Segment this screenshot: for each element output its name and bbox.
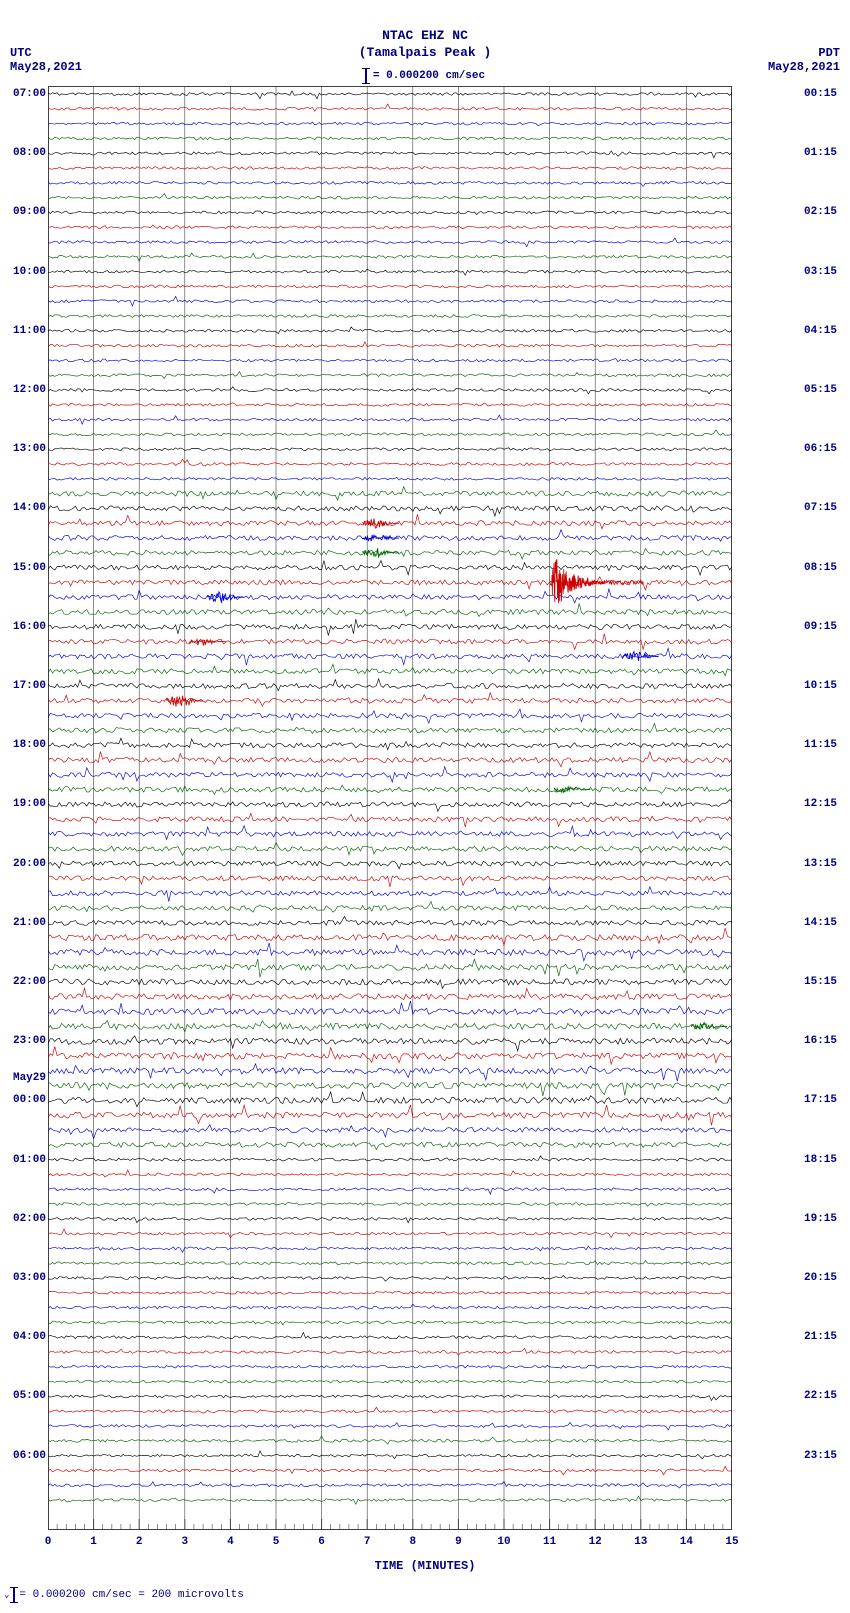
utc-time-label: 04:00 xyxy=(4,1331,46,1343)
utc-time-label: May29 xyxy=(4,1072,46,1084)
pdt-time-label: 05:15 xyxy=(804,384,846,396)
pdt-time-label: 14:15 xyxy=(804,917,846,929)
x-tick-label: 14 xyxy=(680,1536,693,1548)
pdt-time-label: 04:15 xyxy=(804,325,846,337)
header-scale: = 0.000200 cm/sec xyxy=(365,68,485,84)
scale-bar-icon xyxy=(13,1587,15,1603)
x-tick-label: 2 xyxy=(136,1536,143,1548)
utc-time-label: 18:00 xyxy=(4,739,46,751)
pdt-time-label: 10:15 xyxy=(804,680,846,692)
utc-time-label: 11:00 xyxy=(4,325,46,337)
pdt-time-label: 06:15 xyxy=(804,443,846,455)
utc-time-label: 09:00 xyxy=(4,206,46,218)
pdt-time-label: 22:15 xyxy=(804,1390,846,1402)
utc-time-label: 03:00 xyxy=(4,1272,46,1284)
x-tick-label: 13 xyxy=(634,1536,647,1548)
utc-time-label: 12:00 xyxy=(4,384,46,396)
pdt-time-label: 17:15 xyxy=(804,1094,846,1106)
x-tick-label: 11 xyxy=(543,1536,556,1548)
footer-scale: ⌄ = 0.000200 cm/sec = 200 microvolts xyxy=(4,1587,244,1603)
utc-time-label: 16:00 xyxy=(4,621,46,633)
x-tick-label: 9 xyxy=(455,1536,462,1548)
x-tick-label: 3 xyxy=(181,1536,188,1548)
x-tick-label: 5 xyxy=(273,1536,280,1548)
scale-bar-icon xyxy=(365,68,367,84)
pdt-time-label: 21:15 xyxy=(804,1331,846,1343)
pdt-time-label: 03:15 xyxy=(804,266,846,278)
utc-time-label: 21:00 xyxy=(4,917,46,929)
utc-time-label: 01:00 xyxy=(4,1154,46,1166)
pdt-time-label: 15:15 xyxy=(804,976,846,988)
utc-time-label: 10:00 xyxy=(4,266,46,278)
utc-time-label: 19:00 xyxy=(4,798,46,810)
pdt-time-label: 12:15 xyxy=(804,798,846,810)
pdt-time-label: 11:15 xyxy=(804,739,846,751)
utc-time-label: 02:00 xyxy=(4,1213,46,1225)
pdt-time-label: 07:15 xyxy=(804,502,846,514)
utc-date: May28,2021 xyxy=(10,60,82,74)
x-tick-label: 1 xyxy=(90,1536,97,1548)
pdt-time-label: 20:15 xyxy=(804,1272,846,1284)
utc-time-label: 15:00 xyxy=(4,562,46,574)
x-tick-label: 6 xyxy=(318,1536,325,1548)
utc-label: UTC xyxy=(10,46,32,60)
utc-time-label: 07:00 xyxy=(4,88,46,100)
pdt-time-label: 13:15 xyxy=(804,858,846,870)
station-name: (Tamalpais Peak ) xyxy=(0,45,850,60)
x-tick-label: 4 xyxy=(227,1536,234,1548)
footer-scale-value: = 0.000200 cm/sec = 200 microvolts xyxy=(19,1589,243,1601)
pdt-time-label: 09:15 xyxy=(804,621,846,633)
pdt-date: May28,2021 xyxy=(768,60,840,74)
utc-time-label: 22:00 xyxy=(4,976,46,988)
scale-value: = 0.000200 cm/sec xyxy=(373,70,485,82)
utc-time-label: 05:00 xyxy=(4,1390,46,1402)
pdt-label: PDT xyxy=(818,46,840,60)
utc-time-label: 20:00 xyxy=(4,858,46,870)
seismogram-plot xyxy=(48,86,732,1530)
x-tick-label: 12 xyxy=(589,1536,602,1548)
utc-time-label: 06:00 xyxy=(4,1450,46,1462)
pdt-time-label: 23:15 xyxy=(804,1450,846,1462)
pdt-time-label: 02:15 xyxy=(804,206,846,218)
utc-time-label: 23:00 xyxy=(4,1035,46,1047)
utc-time-label: 14:00 xyxy=(4,502,46,514)
pdt-time-label: 19:15 xyxy=(804,1213,846,1225)
pdt-time-label: 01:15 xyxy=(804,147,846,159)
utc-time-label: 00:00 xyxy=(4,1094,46,1106)
utc-time-label: 13:00 xyxy=(4,443,46,455)
x-tick-label: 0 xyxy=(45,1536,52,1548)
chart-header: NTAC EHZ NC (Tamalpais Peak ) = 0.000200… xyxy=(0,28,850,89)
x-tick-label: 15 xyxy=(725,1536,738,1548)
pdt-time-label: 16:15 xyxy=(804,1035,846,1047)
utc-time-label: 08:00 xyxy=(4,147,46,159)
x-axis-label: TIME (MINUTES) xyxy=(0,1559,850,1573)
x-tick-label: 8 xyxy=(409,1536,416,1548)
x-tick-label: 10 xyxy=(497,1536,510,1548)
pdt-time-label: 18:15 xyxy=(804,1154,846,1166)
station-id: NTAC EHZ NC xyxy=(0,28,850,43)
pdt-time-label: 08:15 xyxy=(804,562,846,574)
x-tick-label: 7 xyxy=(364,1536,371,1548)
utc-time-label: 17:00 xyxy=(4,680,46,692)
pdt-time-label: 00:15 xyxy=(804,88,846,100)
